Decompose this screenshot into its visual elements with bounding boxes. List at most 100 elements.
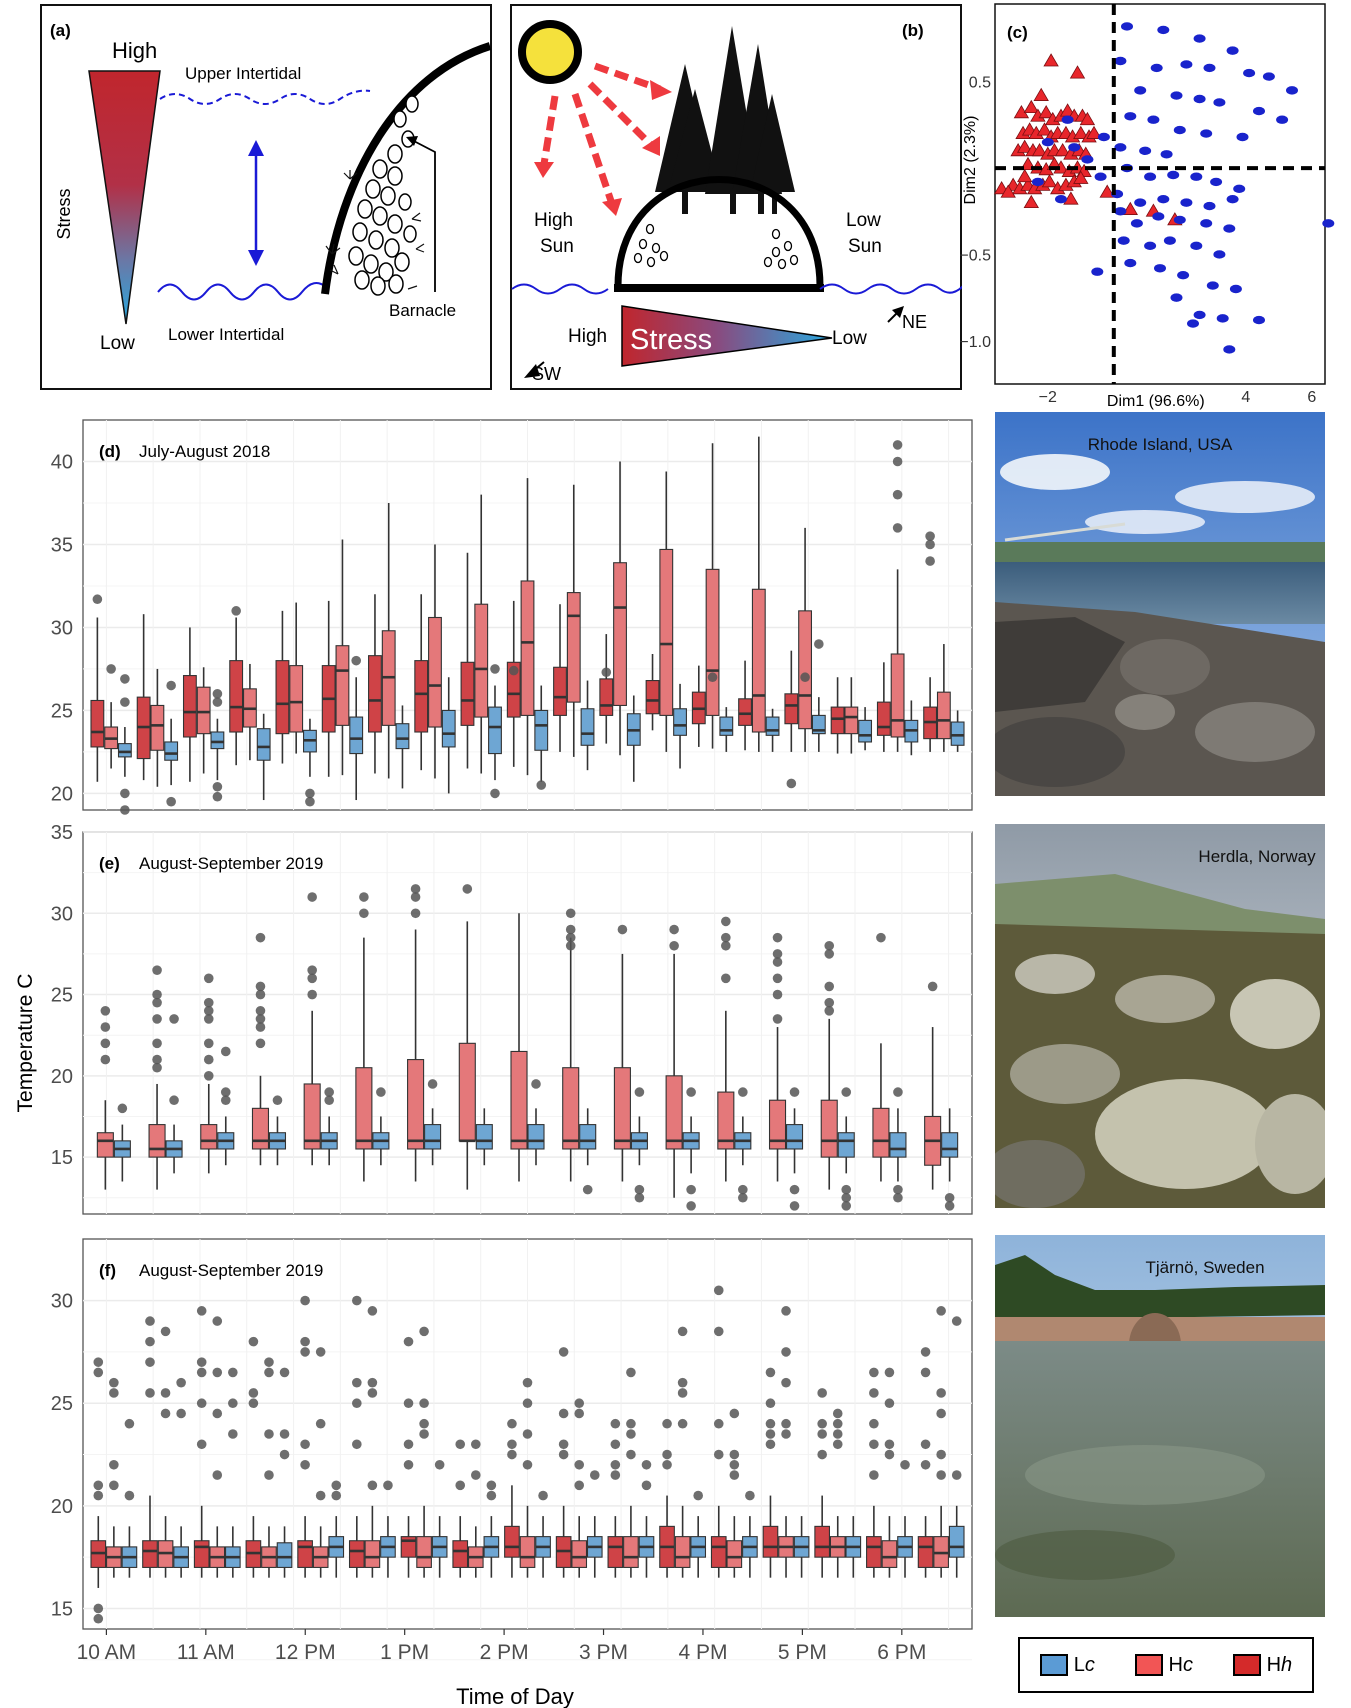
box-hh xyxy=(645,680,660,715)
outlier-point xyxy=(100,1022,111,1032)
outlier-point xyxy=(220,1046,231,1057)
outlier-point xyxy=(231,606,241,616)
ne-arrow-icon xyxy=(887,306,904,323)
outlier-point xyxy=(869,1439,879,1450)
scatter-point-red-triangle xyxy=(1054,143,1071,157)
box-hc xyxy=(150,704,165,751)
box-hh xyxy=(830,706,845,735)
scatter-point-blue-ellipse xyxy=(1157,194,1170,204)
box-lc xyxy=(475,1124,493,1150)
box-lc xyxy=(719,716,734,736)
outlier-point xyxy=(713,1418,724,1429)
stress-low-side: Low xyxy=(832,328,867,349)
outlier-point xyxy=(212,1367,223,1378)
outlier-point xyxy=(574,1408,585,1419)
box-hc xyxy=(751,588,766,733)
outlier-point xyxy=(781,1306,791,1316)
box-hc xyxy=(674,1536,691,1568)
x-tick-label: −2 xyxy=(1039,389,1057,406)
scatter-point-blue-ellipse xyxy=(1121,22,1133,31)
outlier-point xyxy=(359,892,369,902)
scatter-point-blue-ellipse xyxy=(1157,25,1170,35)
scatter-point-blue-ellipse xyxy=(1180,60,1193,69)
outlier-point xyxy=(307,892,317,902)
outlier-point xyxy=(92,594,103,605)
box-lc xyxy=(164,741,179,761)
box-hc xyxy=(355,1067,373,1150)
panel-tag: (e) xyxy=(99,854,120,873)
box-hc xyxy=(474,603,489,718)
scatter-point-blue-ellipse xyxy=(1213,250,1226,259)
outlier-point xyxy=(951,1316,962,1326)
outlier-point xyxy=(713,1326,724,1337)
scatter-point-red-triangle xyxy=(1017,168,1033,183)
outlier-point xyxy=(634,1087,645,1097)
seaweed-tufts xyxy=(325,170,425,290)
outlier-point xyxy=(772,932,783,943)
y-tick-label: 40 xyxy=(51,451,73,473)
outlier-point xyxy=(610,1418,621,1429)
outlier-point xyxy=(817,1388,827,1398)
outlier-point xyxy=(300,1347,310,1357)
outlier-point xyxy=(936,1449,946,1460)
box-hh xyxy=(607,1536,624,1568)
y-tick-label: 20 xyxy=(51,783,73,805)
box-lc xyxy=(889,1132,907,1158)
outlier-point xyxy=(507,1449,517,1460)
outlier-point xyxy=(455,1439,466,1450)
panel-b-diagram: (b) High Sun Low Sun Stress High Low xyxy=(510,4,962,390)
box-lc xyxy=(950,721,965,746)
outlier-point xyxy=(686,1087,696,1097)
box-lc xyxy=(580,708,595,746)
stress-low-label: Low xyxy=(100,333,135,354)
outlier-point xyxy=(869,1388,879,1398)
scatter-point-red-triangle xyxy=(1036,122,1053,136)
scatter-point-blue-ellipse xyxy=(1091,267,1104,276)
outlier-point xyxy=(765,1418,776,1429)
y-tick-label: 25 xyxy=(51,1393,73,1415)
outlier-point xyxy=(176,1408,186,1419)
scatter-point-blue-ellipse xyxy=(1262,72,1275,81)
box-hc xyxy=(510,1050,528,1150)
outlier-point xyxy=(677,1326,688,1337)
legend-label-prefix: H xyxy=(1168,1653,1183,1676)
legend-swatch xyxy=(1134,1654,1163,1676)
outlier-point xyxy=(490,664,500,674)
outlier-point xyxy=(634,1184,645,1195)
outlier-point xyxy=(166,680,176,691)
outlier-point xyxy=(707,672,718,683)
upper-intertidal-label: Upper Intertidal xyxy=(185,64,301,83)
box-lc xyxy=(858,719,873,743)
scatter-point-blue-ellipse xyxy=(1147,115,1160,124)
legend-item: Hh xyxy=(1232,1654,1292,1677)
outlier-point xyxy=(786,778,797,789)
outlier-point xyxy=(228,1429,238,1439)
stress-word: Stress xyxy=(630,324,712,356)
outlier-point xyxy=(884,1398,895,1409)
outlier-point xyxy=(781,1429,791,1439)
sun-rays xyxy=(540,62,662,206)
outlier-point xyxy=(626,1429,636,1439)
outlier-point xyxy=(255,1038,266,1049)
outlier-point xyxy=(279,1429,290,1439)
scatter-point-blue-ellipse xyxy=(1144,241,1157,251)
scatter-point-blue-ellipse xyxy=(1055,194,1067,204)
outlier-point xyxy=(721,932,731,943)
y-tick-label: 20 xyxy=(51,1496,73,1518)
box-hc xyxy=(562,1067,580,1150)
stress-high-side: High xyxy=(568,326,607,347)
outlier-point xyxy=(145,1357,155,1367)
sun-icon xyxy=(518,20,582,84)
box-hh xyxy=(275,660,290,735)
y-axis-title: Dim2 (2.3%) xyxy=(962,116,979,205)
outlier-point xyxy=(117,1103,128,1114)
box-hc xyxy=(407,1059,425,1150)
box-hc xyxy=(303,1083,321,1150)
outlier-point xyxy=(203,1006,214,1016)
outlier-point xyxy=(765,1439,776,1450)
barnacle-label: Barnacle xyxy=(389,301,456,320)
outlier-point xyxy=(781,1347,791,1357)
box-hc xyxy=(613,1067,631,1150)
outlier-point xyxy=(196,1398,207,1409)
outlier-point xyxy=(367,1306,378,1316)
